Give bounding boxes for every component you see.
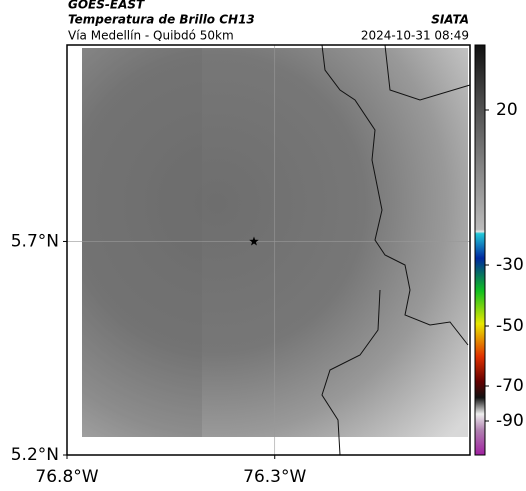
colorbar-tick-label: -90 [496,411,524,431]
region: Vía Medellín - Quibdó 50km [68,29,234,43]
location-marker [249,236,259,246]
border [321,289,381,456]
colorbar-ticks: 20 -30 -50 -70 -90 [485,100,524,431]
y-tick-label: 5.7°N [11,231,59,251]
map-frame [66,44,471,456]
border [384,44,471,101]
x-tick-label: 76.8°W [35,467,98,487]
colorbar-tick-label: 20 [496,100,518,120]
source: GOES-EAST [68,0,145,12]
dark-region [82,48,202,437]
axes: 76.8°W 76.3°W 5.2°N 5.7°N [11,231,307,487]
datetime: 2024-10-31 08:49 [361,29,469,43]
x-tick-label: 76.3°W [243,467,306,487]
colorbar [474,44,486,456]
colorbar-tick-label: -30 [496,255,524,275]
colorbar-tick-label: -50 [496,316,524,336]
product: Temperatura de Brillo CH13 [68,13,255,27]
colorbar-tick-label: -70 [496,376,524,396]
border [321,44,469,346]
y-tick-label: 5.2°N [11,445,59,465]
agency: SIATA [431,13,469,27]
